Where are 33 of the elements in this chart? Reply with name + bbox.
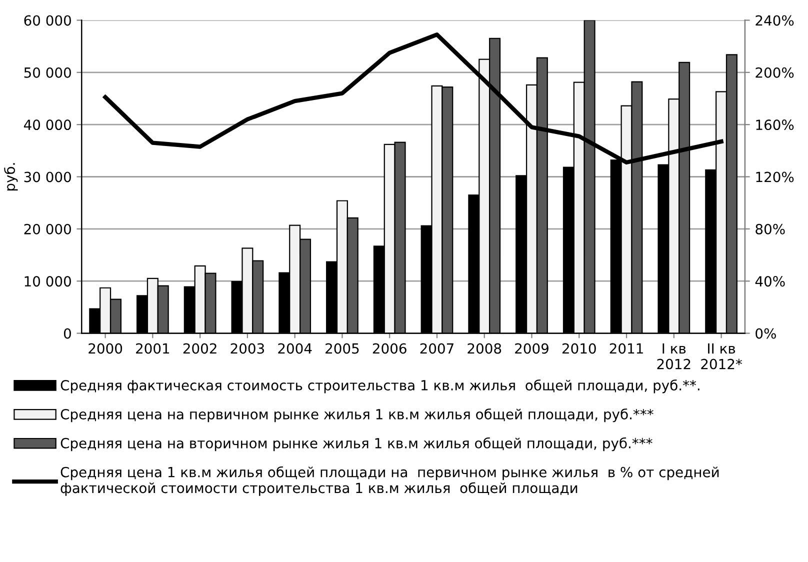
y-tick-label: 60 000 — [24, 15, 71, 26]
y2-tick-label: 240% — [756, 15, 794, 26]
x-tick-label: 2001 — [136, 343, 170, 354]
y-axis-title: руб. — [4, 163, 18, 190]
x-tick-label: 2005 — [326, 343, 359, 354]
x-tick-label: 2006 — [372, 343, 406, 354]
x-tick-label: 2007 — [420, 343, 454, 354]
y2-tick-label: 160% — [756, 120, 794, 130]
y-tick-label: 10 000 — [24, 276, 71, 287]
x-tick-label: 2000 — [88, 343, 122, 354]
y2-tick-label: 80% — [756, 224, 785, 234]
x-tick-label: 2009 — [515, 343, 548, 354]
legend-label: Средняя фактическая стоимость строительства 1 кв.м жилья общей площади, руб.**. — [60, 380, 700, 394]
x-tick-label: 2003 — [230, 343, 264, 354]
y2-tick-label: 40% — [755, 276, 785, 287]
legend-label: Средняя цена 1 кв.м жилья общей площади на первичном рынке жилья в % от средней фактической стоимости строительства 1 кв.м жилья общей площади — [60, 466, 719, 496]
x-tick-label: 2008 — [468, 343, 502, 354]
x-tick-label: 2010 — [562, 343, 596, 354]
y2-tick-label: 0% — [756, 328, 776, 339]
y-tick-label: 0 — [64, 328, 71, 339]
y2-tick-label: 200% — [756, 67, 794, 78]
x-tick-label: 2002 — [183, 343, 216, 354]
x-tick-label: II кв 2012* — [701, 343, 742, 370]
legend-label: Средняя цена на первичном рынке жилья 1 кв.м жилья общей площади, руб.*** — [60, 408, 654, 422]
y-tick-label: 50 000 — [24, 67, 71, 78]
y2-tick-label: 120% — [756, 172, 794, 182]
y-tick-label: 40 000 — [24, 120, 71, 130]
legend-label: Средняя цена на вторичном рынке жилья 1 кв.м жилья общей площади, руб.*** — [60, 437, 652, 452]
x-tick-label: 2004 — [278, 343, 312, 354]
y-tick-label: 30 000 — [24, 172, 71, 182]
y-tick-label: 20 000 — [24, 224, 71, 234]
x-tick-label: 2011 — [610, 343, 643, 354]
x-tick-label: I кв 2012 — [657, 343, 690, 370]
